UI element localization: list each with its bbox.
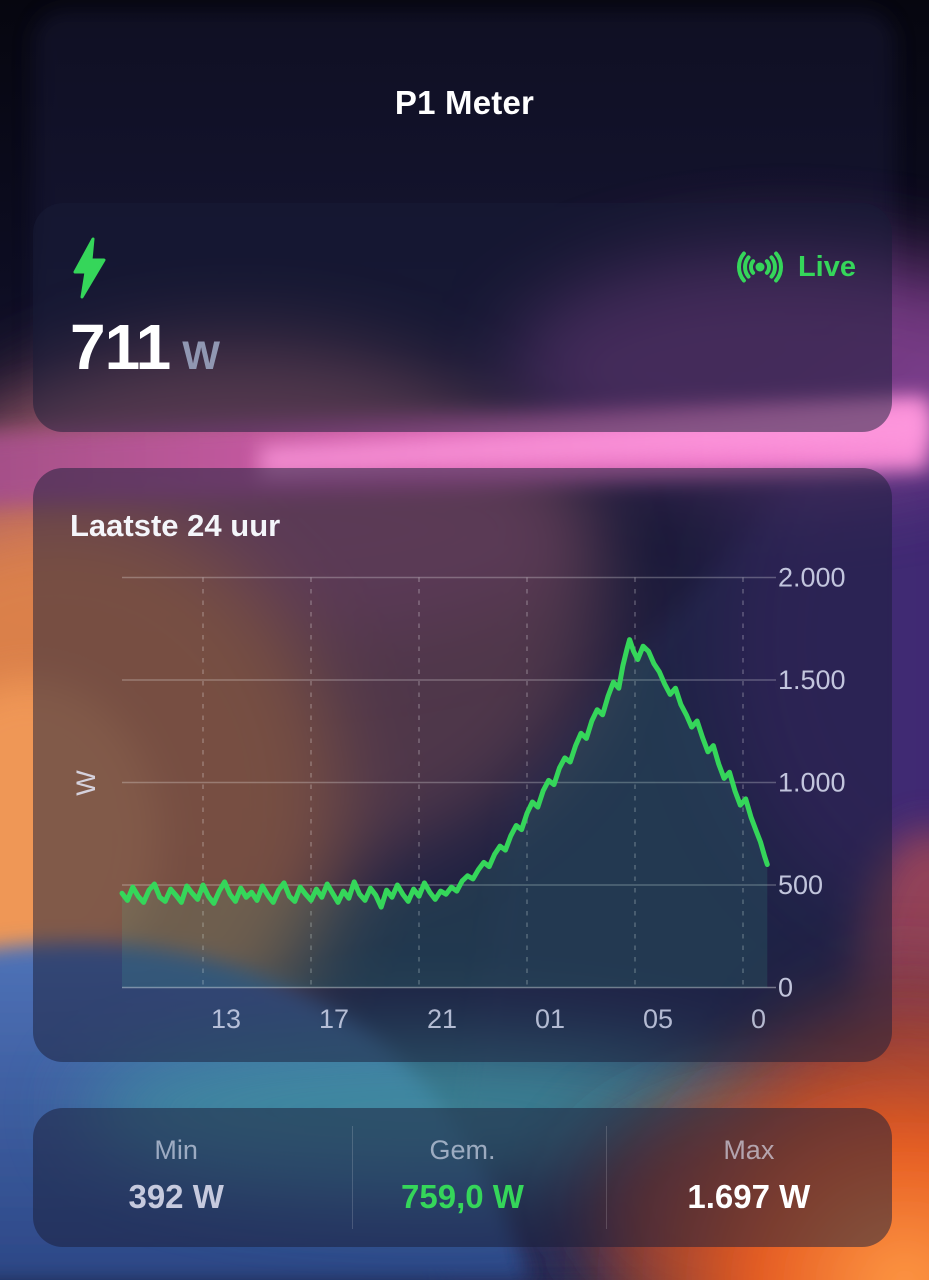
stat-gem: Gem. 759,0 W [319, 1108, 605, 1247]
stat-min-label: Min [154, 1135, 198, 1165]
svg-text:W: W [71, 770, 101, 796]
svg-text:21: 21 [427, 1004, 457, 1034]
last-24h-chart-card[interactable]: Laatste 24 uur 0 500 1.000 1.500 2.000 13 17 21… [33, 468, 892, 1062]
live-indicator: Live [732, 247, 856, 287]
stat-gem-label: Gem. [429, 1135, 496, 1165]
power-value: 711 [70, 311, 171, 383]
dot-radiowaves-icon [736, 251, 783, 283]
stats-divider [606, 1126, 607, 1229]
svg-text:1.500: 1.500 [778, 665, 846, 695]
stat-min: Min 392 W [33, 1108, 319, 1247]
stat-gem-value: 759,0 W [401, 1178, 524, 1215]
svg-text:2.000: 2.000 [778, 563, 846, 593]
svg-text:1.000: 1.000 [778, 768, 846, 798]
power-unit: W [182, 334, 221, 378]
page-title: P1 Meter [394, 84, 535, 121]
svg-text:17: 17 [319, 1004, 349, 1034]
stat-max-value: 1.697 W [687, 1178, 811, 1215]
bolt-icon [73, 237, 106, 299]
live-label: Live [797, 250, 856, 283]
svg-text:05: 05 [643, 1004, 673, 1034]
svg-text:01: 01 [535, 1004, 565, 1034]
current-power-reading: 711 W [70, 315, 220, 379]
stat-min-value: 392 W [128, 1178, 224, 1215]
svg-text:0: 0 [778, 973, 793, 1003]
power-line-chart: 0 500 1.000 1.500 2.000 13 17 21 01 05 0 W [71, 563, 846, 1035]
live-power-card[interactable]: Live 711 W [33, 203, 892, 432]
svg-text:500: 500 [778, 870, 823, 900]
stat-max-label: Max [723, 1135, 775, 1165]
chart-title: Laatste 24 uur [70, 508, 281, 543]
stats-card[interactable]: Min 392 W Gem. 759,0 W Max 1.697 W [33, 1108, 892, 1247]
svg-text:0: 0 [751, 1004, 766, 1034]
svg-text:13: 13 [211, 1004, 241, 1034]
stats-divider [352, 1126, 353, 1229]
stat-max: Max 1.697 W [606, 1108, 892, 1247]
